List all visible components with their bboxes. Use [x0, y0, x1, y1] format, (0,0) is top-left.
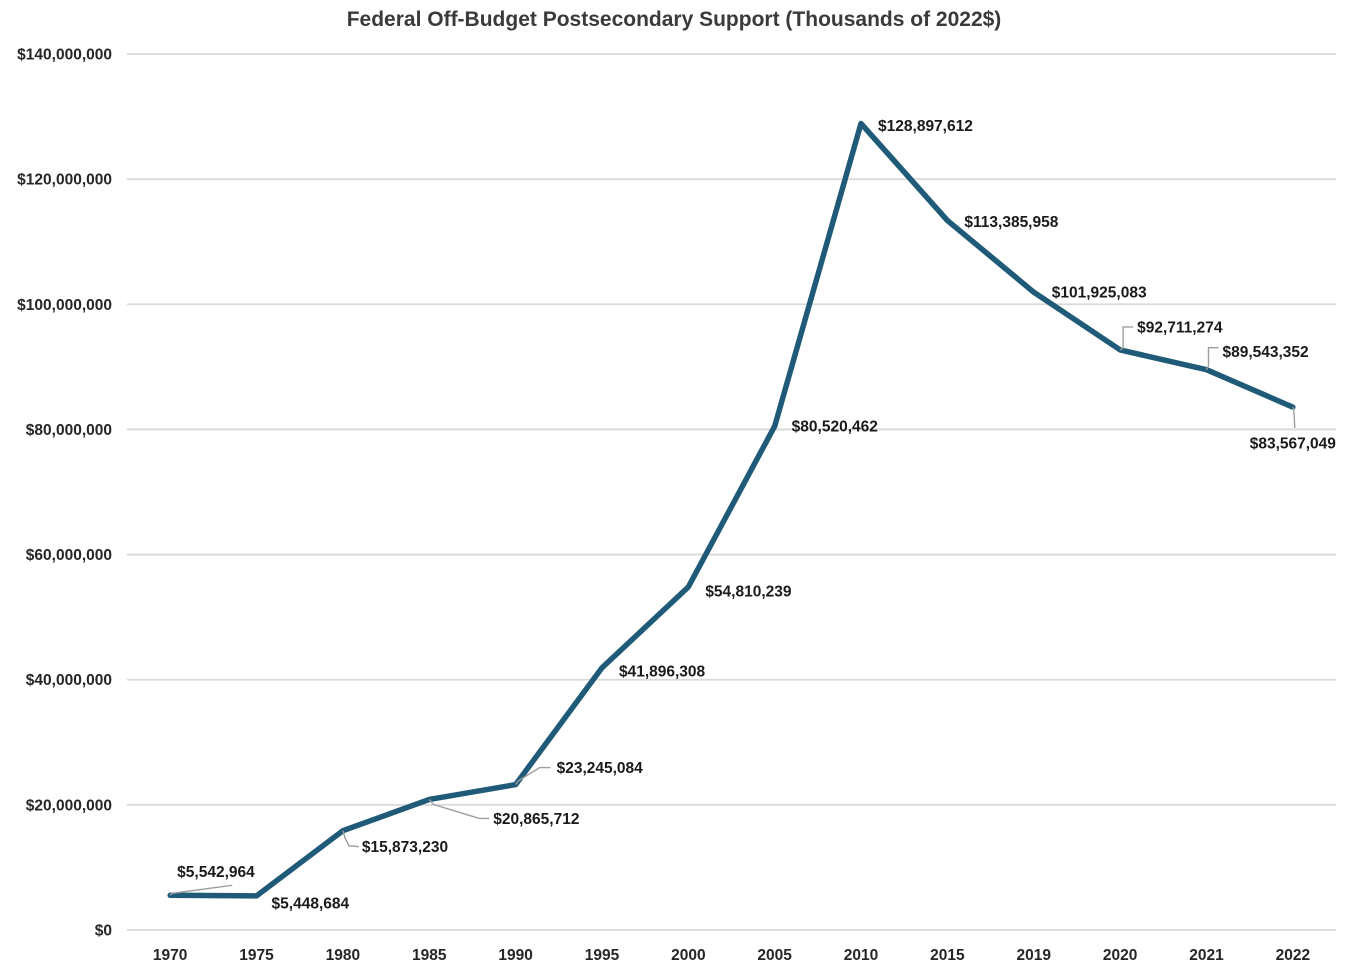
- y-axis-tick-label: $60,000,000: [26, 547, 112, 564]
- y-axis-tick-label: $120,000,000: [17, 172, 112, 189]
- y-axis-tick-label: $0: [95, 923, 112, 940]
- data-label-leader-line: [169, 884, 233, 896]
- x-axis-tick-label: 1975: [239, 947, 274, 964]
- data-label-leader-line: [1205, 347, 1219, 371]
- data-label: $5,448,684: [272, 895, 350, 912]
- data-label: $5,542,964: [177, 864, 255, 881]
- data-label: $54,810,239: [705, 584, 792, 601]
- data-label-leader-line: [428, 798, 490, 820]
- x-axis-tick-label: 2022: [1276, 947, 1310, 964]
- data-label: $113,385,958: [964, 214, 1058, 231]
- data-label: $92,711,274: [1137, 319, 1223, 336]
- data-label-leader-line: [1119, 326, 1134, 351]
- x-axis-tick-label: 1985: [412, 947, 447, 964]
- data-label: $101,925,083: [1052, 285, 1147, 302]
- data-label: $15,873,230: [362, 839, 448, 856]
- data-label: $20,865,712: [493, 811, 579, 828]
- x-axis-tick-label: 1970: [153, 947, 187, 964]
- data-label-leader-line: [515, 766, 551, 786]
- series-line: [167, 120, 1296, 899]
- chart-title: Federal Off-Budget Postsecondary Support…: [346, 8, 1002, 31]
- x-axis-tick-label: 1990: [498, 947, 532, 964]
- data-label: $128,897,612: [878, 118, 973, 135]
- data-label: $23,245,084: [557, 760, 644, 777]
- data-label: $89,543,352: [1222, 344, 1308, 361]
- y-axis-tick-label: $140,000,000: [17, 47, 112, 64]
- data-label: $41,896,308: [619, 663, 706, 680]
- data-label-leader-line: [1292, 406, 1296, 429]
- x-axis-tick-label: 2021: [1189, 947, 1224, 964]
- x-axis-tick-label: 2015: [930, 947, 965, 964]
- y-axis-tick-label: $100,000,000: [17, 297, 112, 314]
- y-axis-tick-label: $80,000,000: [26, 422, 112, 439]
- x-axis-tick-label: 1995: [585, 947, 620, 964]
- x-axis-tick-label: 1980: [326, 947, 360, 964]
- data-label-leader-line: [342, 830, 359, 848]
- y-axis-tick-label: $20,000,000: [26, 797, 112, 814]
- data-label: $80,520,462: [792, 419, 878, 436]
- y-axis-tick-label: $40,000,000: [26, 672, 112, 689]
- x-axis-tick-label: 2019: [1017, 947, 1052, 964]
- data-label: $83,567,049: [1250, 436, 1337, 453]
- x-axis-tick-label: 2010: [844, 947, 878, 964]
- x-axis-tick-label: 2020: [1103, 947, 1137, 964]
- x-axis-tick-label: 2000: [671, 947, 705, 964]
- x-axis-tick-label: 2005: [757, 947, 792, 964]
